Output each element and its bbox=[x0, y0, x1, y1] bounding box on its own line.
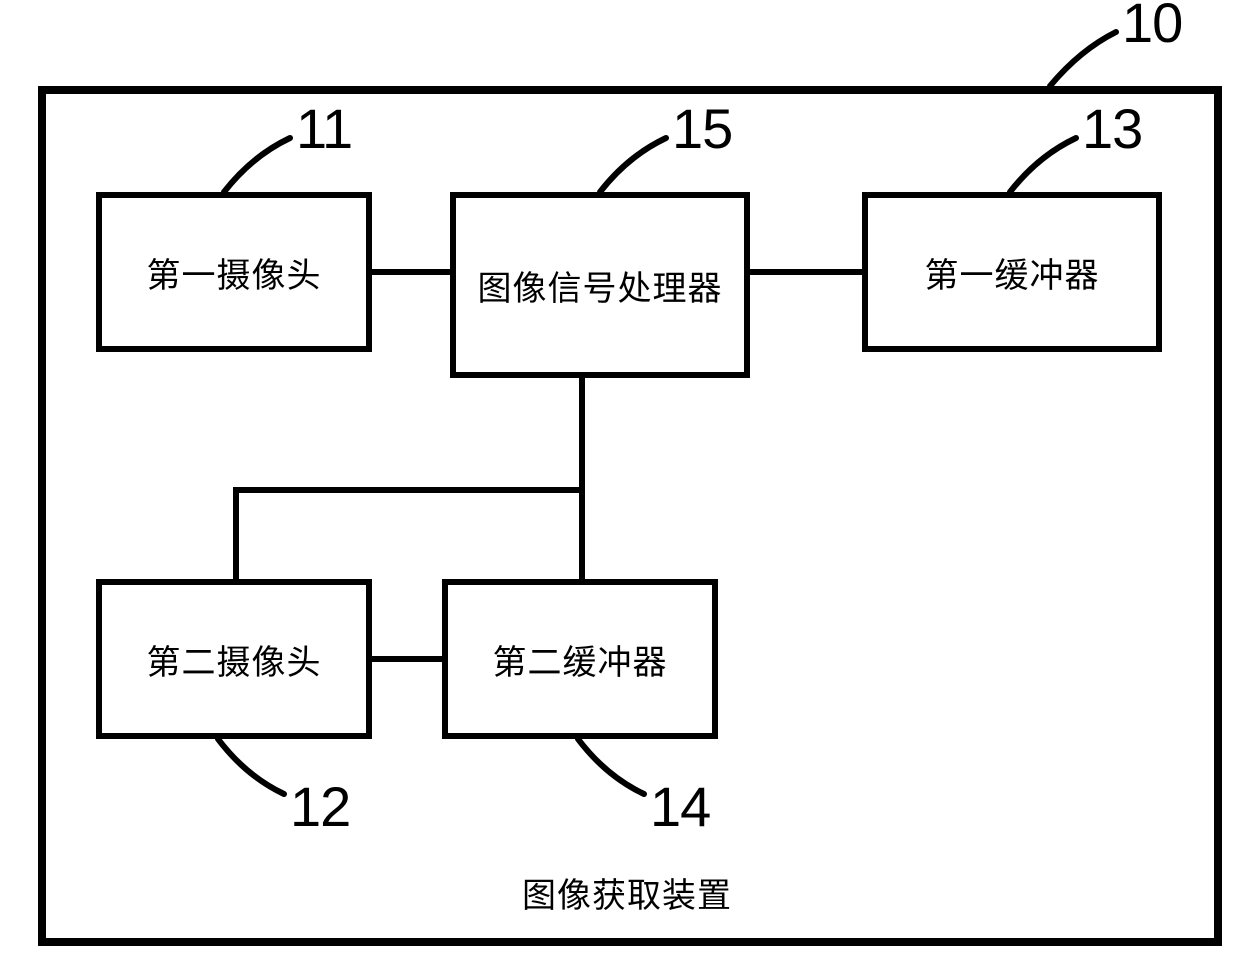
node-ref-number: 14 bbox=[650, 774, 710, 839]
node-label: 第二摄像头 bbox=[147, 635, 322, 684]
node-label: 第一缓冲器 bbox=[925, 248, 1100, 297]
node-label: 第一摄像头 bbox=[147, 248, 322, 297]
diagram-canvas: 图像获取装置 10 第一摄像头 11 图像信号处理器 15 第一缓冲器 13 第二摄像头 12… bbox=[0, 0, 1240, 973]
node-box-n14: 第二缓冲器 bbox=[442, 579, 718, 739]
node-label: 第二缓冲器 bbox=[493, 635, 668, 684]
outer-container-label: 图像获取装置 bbox=[522, 868, 732, 917]
node-ref-number: 12 bbox=[290, 774, 350, 839]
node-box-n13: 第一缓冲器 bbox=[862, 192, 1162, 352]
outer-container-ref-number: 10 bbox=[1122, 0, 1182, 55]
node-ref-number: 15 bbox=[672, 96, 732, 161]
node-box-n15: 图像信号处理器 bbox=[450, 192, 750, 378]
node-box-n11: 第一摄像头 bbox=[96, 192, 372, 352]
node-ref-number: 13 bbox=[1082, 96, 1142, 161]
node-box-n12: 第二摄像头 bbox=[96, 579, 372, 739]
node-ref-number: 11 bbox=[296, 96, 352, 161]
node-label: 图像信号处理器 bbox=[478, 261, 723, 310]
